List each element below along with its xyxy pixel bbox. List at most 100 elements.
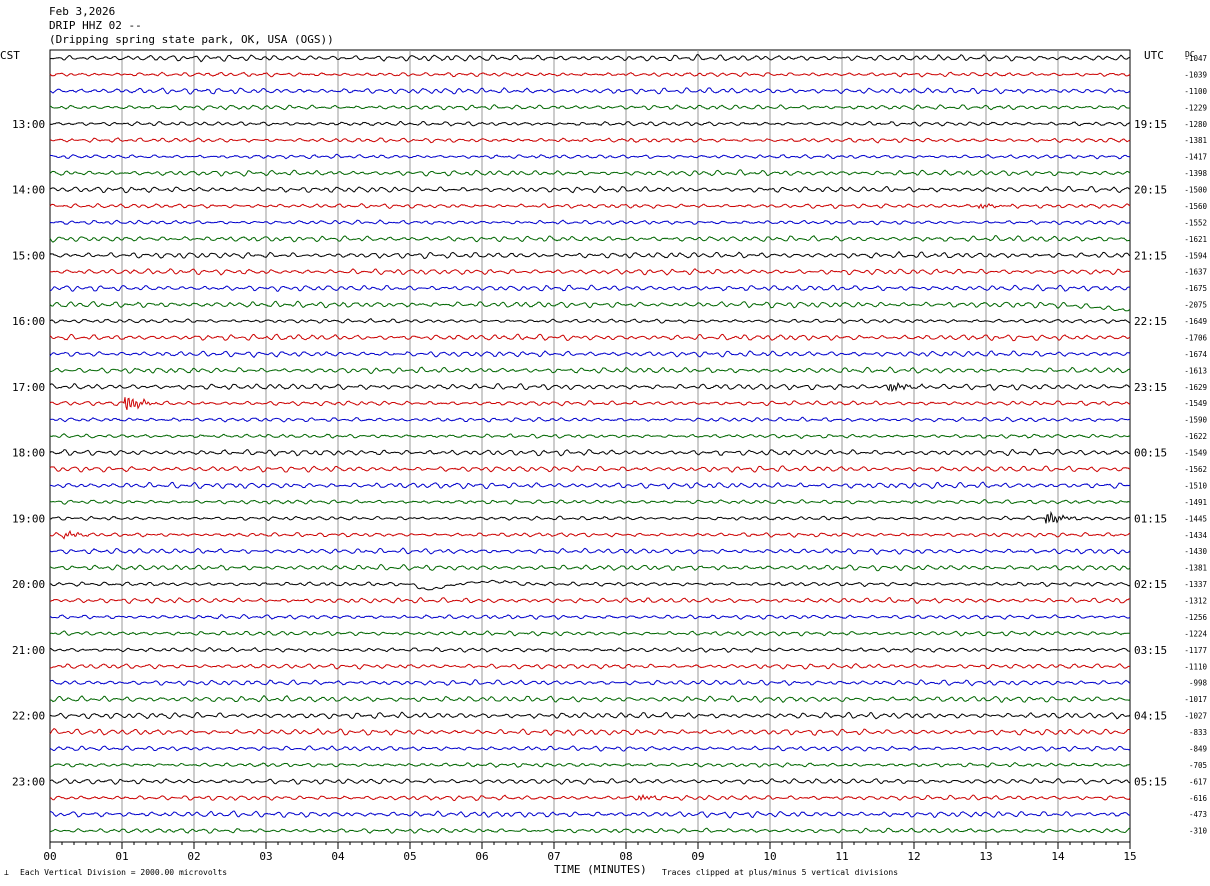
seismic-trace (49, 529, 1131, 540)
dc-offset-label: -1549 (1184, 399, 1207, 408)
dc-offset-label: -1562 (1184, 465, 1207, 474)
seismic-trace (49, 613, 1131, 620)
seismic-trace (49, 563, 1131, 572)
utc-hour-label: 20:15 (1134, 184, 1167, 197)
seismic-trace (49, 465, 1131, 473)
x-tick-label: 14 (1051, 850, 1065, 863)
dc-offset-label: -1491 (1184, 498, 1207, 507)
seismic-trace (49, 219, 1131, 226)
dc-offset-label: -1047 (1184, 54, 1207, 63)
seismic-trace (49, 169, 1131, 177)
utc-hour-label: 21:15 (1134, 249, 1167, 262)
seismic-trace (49, 679, 1131, 687)
seismic-trace (49, 202, 1131, 210)
x-tick-label: 15 (1123, 850, 1136, 863)
hour-labels: -1047 -1039 -1100 -1229 -1280 -1381 -1417 -1398… (12, 54, 1207, 836)
seismic-trace (49, 433, 1131, 439)
seismic-trace (49, 662, 1131, 670)
x-tick-label: 09 (691, 850, 704, 863)
cst-hour-label: 13:00 (12, 118, 45, 131)
seismic-trace (49, 499, 1131, 505)
utc-axis-label: UTC (1144, 49, 1164, 62)
cst-hour-label: 21:00 (12, 644, 45, 657)
dc-offset-label: -1706 (1184, 333, 1207, 342)
seismic-trace (49, 810, 1131, 819)
x-tick-label: 07 (547, 850, 560, 863)
seismic-trace (49, 745, 1131, 752)
x-tick-label: 05 (403, 850, 416, 863)
seismic-trace (49, 137, 1131, 144)
x-tick-label: 01 (115, 850, 128, 863)
dc-offset-label: -1229 (1184, 103, 1207, 112)
dc-offset-label: -1629 (1184, 383, 1207, 392)
dc-offset-label: -1445 (1184, 514, 1207, 523)
seismic-trace (49, 87, 1131, 95)
seismic-trace (50, 481, 1131, 490)
seismic-trace (49, 350, 1131, 359)
x-tick-label: 04 (331, 850, 345, 863)
seismic-trace (49, 250, 1131, 259)
cst-hour-label: 19:00 (12, 512, 45, 525)
dc-offset-label: -310 (1189, 827, 1208, 836)
x-tick-label: 02 (187, 850, 200, 863)
grid (49, 49, 1131, 843)
seismic-trace (49, 234, 1131, 243)
dc-offset-label: -1430 (1184, 547, 1207, 556)
seismic-trace (49, 793, 1131, 802)
dc-offset-label: -616 (1189, 794, 1208, 803)
scale-note: Each Vertical Division = 2000.00 microvo… (20, 868, 228, 877)
dc-offset-label: -1621 (1184, 235, 1207, 244)
dc-offset-label: -1594 (1184, 251, 1207, 260)
x-axis: 00 01 02 03 04 05 06 07 08 09 10 11 12 13 14 15 (43, 842, 1137, 863)
seismic-trace (49, 416, 1130, 423)
seismic-trace (49, 300, 1131, 312)
dc-offset-label: -849 (1189, 744, 1207, 753)
dc-offset-label: -2075 (1184, 301, 1207, 310)
x-tick-label: 10 (763, 850, 776, 863)
dc-offset-label: -1381 (1184, 564, 1207, 573)
utc-hour-label: 00:15 (1134, 447, 1167, 460)
dc-offset-label: -1637 (1184, 268, 1207, 277)
cst-hour-label: 15:00 (12, 249, 45, 262)
x-tick-label: 11 (835, 850, 848, 863)
utc-hour-label: 03:15 (1134, 644, 1167, 657)
clip-note: Traces clipped at plus/minus 5 vertical … (662, 868, 899, 877)
utc-hour-label: 05:15 (1134, 775, 1167, 788)
utc-hour-label: 23:15 (1134, 381, 1167, 394)
seismic-trace (49, 397, 1131, 410)
x-tick-label: 00 (43, 850, 56, 863)
seismic-trace (49, 547, 1131, 555)
dc-offset-label: -473 (1189, 810, 1207, 819)
dc-offset-label: -1417 (1184, 153, 1207, 162)
seismic-trace (49, 284, 1131, 292)
dc-offset-label: -1510 (1184, 481, 1207, 490)
x-tick-label: 06 (475, 850, 488, 863)
seismic-trace (49, 104, 1131, 111)
seismic-trace (49, 597, 1131, 604)
dc-offset-label: -1381 (1184, 136, 1207, 145)
seismic-trace (49, 333, 1131, 342)
seismic-trace (49, 120, 1131, 127)
dc-offset-label: -1549 (1184, 449, 1207, 458)
cst-hour-label: 22:00 (12, 710, 45, 723)
x-tick-label: 13 (979, 850, 992, 863)
utc-hour-label: 01:15 (1134, 512, 1167, 525)
dc-offset-label: -1224 (1184, 629, 1207, 638)
dc-offset-label: -1110 (1184, 662, 1207, 671)
x-tick-label: 08 (619, 850, 632, 863)
dc-offset-label: -1552 (1184, 218, 1207, 227)
dc-offset-label: -1039 (1184, 70, 1207, 79)
seismic-trace (49, 711, 1131, 720)
seismic-trace (49, 762, 1131, 769)
utc-hour-label: 04:15 (1134, 710, 1167, 723)
seismic-trace (49, 827, 1131, 834)
dc-offset-label: -1027 (1184, 712, 1207, 721)
dc-offset-label: -1434 (1184, 531, 1207, 540)
cst-hour-label: 18:00 (12, 447, 45, 460)
seismic-trace (49, 646, 1131, 653)
seismic-trace (50, 579, 1131, 591)
x-tick-label: 03 (259, 850, 272, 863)
scale-icon: ⟂ (4, 868, 9, 877)
dc-offset-label: -1590 (1184, 416, 1207, 425)
